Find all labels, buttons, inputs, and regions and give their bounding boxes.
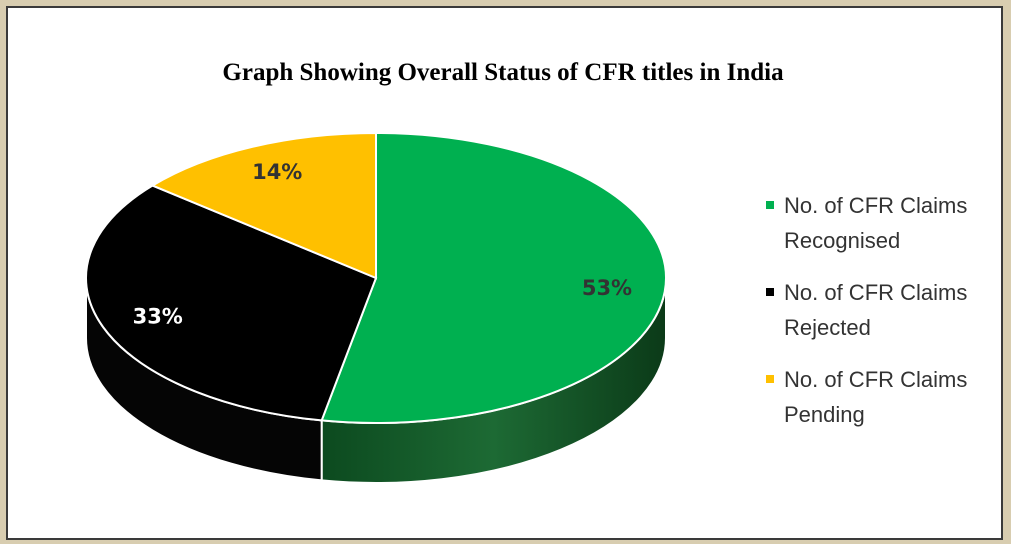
legend-swatch bbox=[766, 375, 774, 383]
legend-item: No. of CFR Claims Pending bbox=[784, 367, 968, 427]
data-label: 33% bbox=[133, 304, 183, 328]
pie-slice bbox=[150, 131, 377, 280]
pie-slice bbox=[85, 184, 378, 422]
legend-swatch bbox=[766, 288, 774, 296]
pie-slice bbox=[320, 131, 667, 424]
legend-label: No. of CFR Claims Pending bbox=[784, 367, 968, 427]
legend-label: No. of CFR Claims Rejected bbox=[784, 280, 968, 340]
data-label: 53% bbox=[582, 276, 632, 300]
data-label: 14% bbox=[252, 160, 302, 184]
chart-title: Graph Showing Overall Status of CFR titl… bbox=[222, 59, 784, 86]
legend-swatch bbox=[766, 201, 774, 209]
legend-label: No. of CFR Claims Recognised bbox=[784, 193, 968, 253]
legend-item: No. of CFR Claims Rejected bbox=[784, 280, 968, 340]
legend-item: No. of CFR Claims Recognised bbox=[784, 193, 968, 253]
